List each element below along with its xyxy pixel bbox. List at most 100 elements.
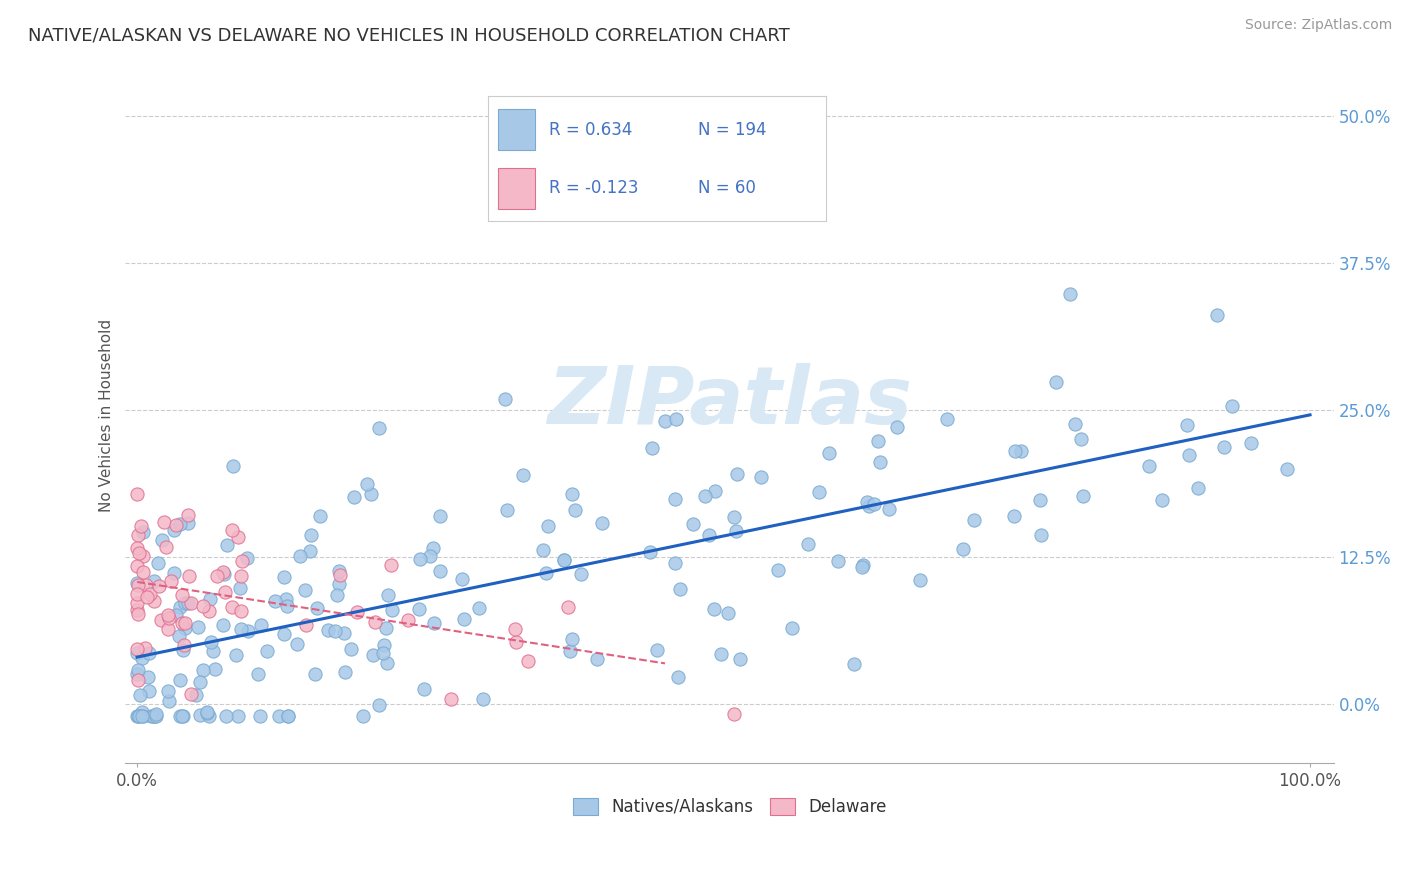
Point xyxy=(177,516,200,531)
Point xyxy=(1045,375,1067,389)
Point xyxy=(780,621,803,635)
Point xyxy=(356,477,378,491)
Point xyxy=(1240,436,1263,450)
Point xyxy=(129,688,152,702)
Point xyxy=(316,623,339,637)
Point xyxy=(202,644,225,658)
Point xyxy=(172,616,194,631)
Point xyxy=(236,624,259,638)
Point xyxy=(368,698,391,712)
Point xyxy=(276,599,298,613)
Text: NATIVE/ALASKAN VS DELAWARE NO VEHICLES IN HOUSEHOLD CORRELATION CHART: NATIVE/ALASKAN VS DELAWARE NO VEHICLES I… xyxy=(28,27,790,45)
Point xyxy=(851,559,873,574)
Point xyxy=(198,709,221,723)
Point xyxy=(127,709,149,723)
Point xyxy=(277,709,299,723)
Point xyxy=(155,540,177,554)
Point xyxy=(396,613,419,627)
Point xyxy=(128,547,150,561)
Point xyxy=(131,525,153,540)
Point xyxy=(374,621,396,635)
Point xyxy=(1031,528,1053,542)
Point xyxy=(1206,308,1229,322)
Point xyxy=(553,553,575,567)
Point xyxy=(211,617,233,632)
Point xyxy=(229,569,252,583)
Point xyxy=(236,551,259,566)
Point xyxy=(177,508,200,523)
Point xyxy=(188,707,211,722)
Point xyxy=(569,567,592,582)
Point xyxy=(180,687,202,701)
Point xyxy=(797,537,820,551)
Point xyxy=(963,513,986,527)
Point xyxy=(149,613,172,627)
Point xyxy=(818,446,841,460)
Point xyxy=(205,569,228,583)
Point xyxy=(553,553,575,567)
Point xyxy=(165,518,187,533)
Point xyxy=(132,549,155,563)
Point xyxy=(221,600,243,615)
Point xyxy=(204,661,226,675)
Point xyxy=(231,604,253,618)
Point xyxy=(371,647,394,661)
Point xyxy=(229,581,252,595)
Point xyxy=(215,709,238,723)
Point xyxy=(1071,489,1094,503)
Point xyxy=(127,603,149,617)
Point xyxy=(145,707,167,722)
Point xyxy=(827,553,849,567)
Point xyxy=(664,492,686,507)
Point xyxy=(157,623,180,637)
Point xyxy=(360,487,382,501)
Point xyxy=(139,587,162,601)
Point xyxy=(174,616,197,631)
Point xyxy=(439,691,461,706)
Point xyxy=(877,501,900,516)
Point xyxy=(363,648,385,662)
Point xyxy=(148,579,170,593)
Point xyxy=(198,592,221,607)
Point xyxy=(299,528,322,542)
Point xyxy=(226,709,249,723)
Point xyxy=(134,640,156,655)
Point xyxy=(188,674,211,689)
Point xyxy=(1137,458,1160,473)
Point xyxy=(640,544,662,558)
Point xyxy=(127,596,149,610)
Point xyxy=(717,606,740,620)
Point xyxy=(169,629,191,643)
Point xyxy=(413,681,436,696)
Y-axis label: No Vehicles in Household: No Vehicles in Household xyxy=(100,319,114,512)
Point xyxy=(373,638,395,652)
Point xyxy=(197,706,219,720)
Point xyxy=(429,508,451,523)
Point xyxy=(862,497,884,511)
Point xyxy=(256,644,278,658)
Point xyxy=(866,434,889,448)
Point xyxy=(308,508,330,523)
Point xyxy=(423,616,446,631)
Point xyxy=(1029,492,1052,507)
Text: ZIPatlas: ZIPatlas xyxy=(547,363,912,441)
Point xyxy=(135,578,157,592)
Point xyxy=(277,709,299,723)
Point xyxy=(380,558,402,573)
Point xyxy=(749,470,772,484)
Point xyxy=(193,663,215,677)
Point xyxy=(285,637,308,651)
Point xyxy=(131,709,153,723)
Point xyxy=(333,665,356,679)
Point xyxy=(127,646,149,660)
Point xyxy=(908,574,931,588)
Point xyxy=(143,593,166,607)
Point xyxy=(505,635,527,649)
Point xyxy=(935,412,957,426)
Point xyxy=(127,487,149,501)
Point xyxy=(886,420,908,434)
Point xyxy=(1150,492,1173,507)
Point xyxy=(169,673,191,687)
Point xyxy=(725,524,748,538)
Point xyxy=(725,467,748,482)
